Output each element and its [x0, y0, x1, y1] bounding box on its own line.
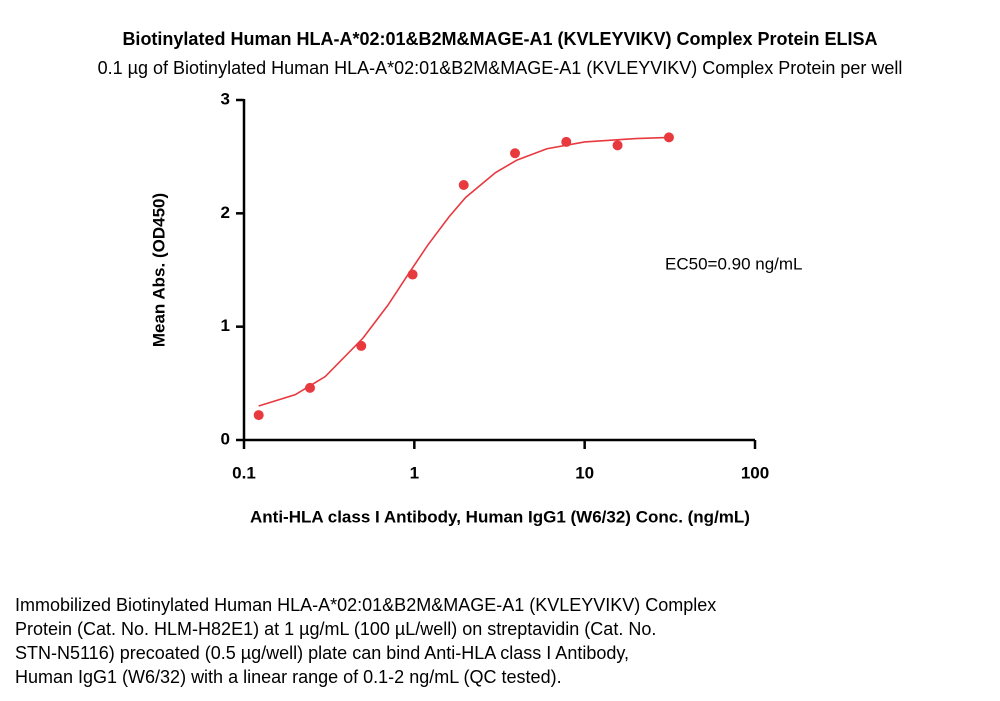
data-point: [510, 148, 521, 159]
x-tick-label: 10: [575, 463, 594, 482]
x-tick-label: 0.1: [232, 463, 256, 482]
caption-line: Protein (Cat. No. HLM-H82E1) at 1 µg/mL …: [15, 619, 656, 639]
y-axis-label: Mean Abs. (OD450): [149, 193, 168, 347]
data-point: [663, 132, 674, 143]
data-point: [253, 410, 264, 421]
data-point: [407, 269, 418, 280]
data-point: [612, 140, 623, 151]
y-tick-label: 1: [221, 316, 230, 335]
caption-line: Human IgG1 (W6/32) with a linear range o…: [15, 667, 562, 687]
caption-line: STN-N5116) precoated (0.5 µg/well) plate…: [15, 643, 629, 663]
x-axis-label: Anti-HLA class I Antibody, Human IgG1 (W…: [250, 507, 750, 526]
annotation: EC50=0.90 ng/mL: [665, 254, 803, 273]
y-tick-label: 2: [221, 203, 230, 222]
data-point: [458, 180, 469, 190]
y-tick-label: 3: [221, 89, 230, 108]
y-tick-label: 0: [221, 429, 230, 448]
data-point: [356, 340, 367, 351]
x-tick-label: 100: [741, 463, 769, 482]
chart-subtitle: 0.1 µg of Biotinylated Human HLA-A*02:01…: [98, 58, 903, 78]
data-point: [561, 136, 572, 147]
fit-curve: [258, 136, 669, 407]
data-point: [304, 382, 315, 393]
caption-line: Immobilized Biotinylated Human HLA-A*02:…: [15, 595, 716, 615]
chart-title: Biotinylated Human HLA-A*02:01&B2M&MAGE-…: [122, 29, 877, 49]
x-tick-label: 1: [410, 463, 419, 482]
